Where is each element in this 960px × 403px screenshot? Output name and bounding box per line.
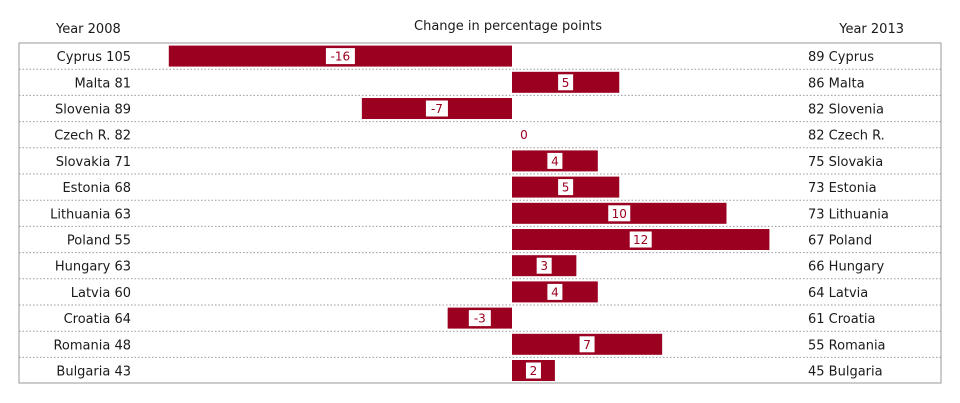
left-label: Cyprus 105 <box>57 50 131 65</box>
value-label-box <box>525 362 541 379</box>
left-label: Malta 81 <box>74 76 131 91</box>
left-header: Year 2008 <box>55 22 121 37</box>
right-label: 55 Romania <box>808 338 886 353</box>
value-label: -7 <box>431 102 443 116</box>
value-label: 0 <box>520 128 528 142</box>
left-label: Czech R. 82 <box>54 129 131 144</box>
chart-rows: Cyprus 105 89 Cyprus -16 Malta 81 86 Malta 5 S… <box>19 45 941 381</box>
value-label-box <box>608 205 631 222</box>
right-label: 89 Cyprus <box>808 50 874 65</box>
right-label: 73 Lithuania <box>808 207 889 222</box>
left-label: Latvia 60 <box>71 286 131 301</box>
left-label: Slovakia 71 <box>56 155 131 170</box>
value-label: 7 <box>583 338 591 352</box>
chart-title: Change in percentage points <box>414 19 602 34</box>
right-label: 82 Slovenia <box>808 103 884 118</box>
value-label: 3 <box>540 259 548 273</box>
value-label: -16 <box>331 50 351 64</box>
right-label: 75 Slovakia <box>808 155 883 170</box>
value-label: 4 <box>551 285 559 299</box>
left-label: Croatia 64 <box>64 312 131 327</box>
left-label: Romania 48 <box>53 338 131 353</box>
right-label: 64 Latvia <box>808 286 868 301</box>
value-label-box <box>468 310 491 327</box>
right-label: 61 Croatia <box>808 312 875 327</box>
value-label: 4 <box>551 154 559 168</box>
value-label: 2 <box>530 364 538 378</box>
value-label-box <box>425 100 448 117</box>
value-label-box <box>629 231 652 248</box>
value-label-box <box>536 257 552 274</box>
right-label: 66 Hungary <box>808 260 884 275</box>
left-label: Estonia 68 <box>62 181 131 196</box>
value-label: 10 <box>612 207 627 221</box>
value-label: 12 <box>633 233 648 247</box>
right-label: 82 Czech R. <box>808 129 885 144</box>
left-label: Hungary 63 <box>55 260 131 275</box>
value-label-box <box>547 283 563 300</box>
plot-frame <box>18 42 942 384</box>
left-label: Poland 55 <box>67 234 131 249</box>
value-label: -3 <box>474 312 486 326</box>
value-label-box <box>558 179 574 196</box>
left-label: Bulgaria 43 <box>56 365 131 380</box>
left-label: Slovenia 89 <box>55 103 131 118</box>
right-label: 67 Poland <box>808 234 872 249</box>
value-label-box <box>547 152 563 169</box>
right-label: 86 Malta <box>808 76 865 91</box>
left-label: Lithuania 63 <box>50 207 131 222</box>
value-label-box <box>579 336 595 353</box>
right-header: Year 2013 <box>838 22 904 37</box>
value-label: 5 <box>562 181 570 195</box>
right-label: 45 Bulgaria <box>808 365 883 380</box>
right-label: 73 Estonia <box>808 181 877 196</box>
value-label-box <box>325 48 355 65</box>
value-label-box <box>558 74 574 91</box>
value-label: 5 <box>562 76 570 90</box>
